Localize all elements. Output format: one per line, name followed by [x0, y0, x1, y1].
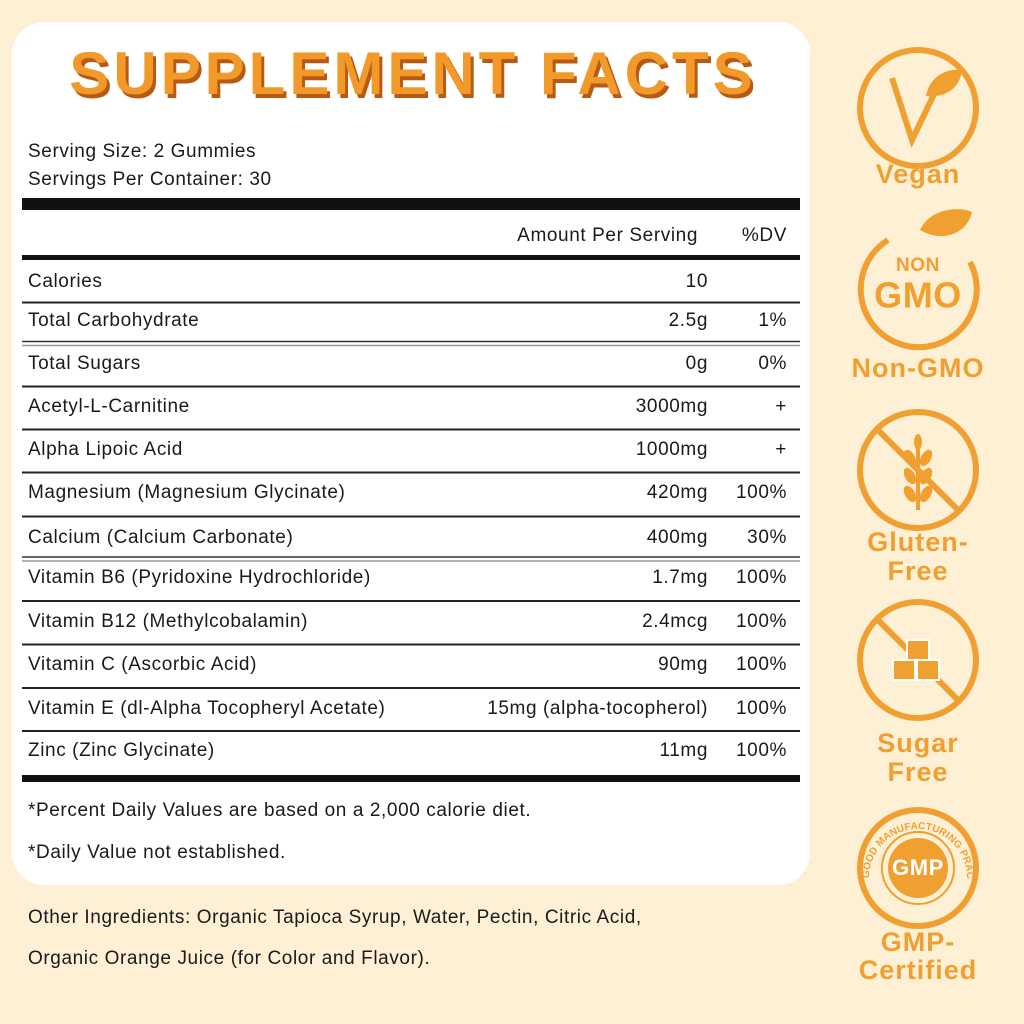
- amount: 400mg: [647, 527, 708, 548]
- nutrient-name: Acetyl-L-Carnitine: [28, 396, 190, 417]
- badge-label: Sugar: [877, 728, 959, 758]
- daily-value: +: [775, 396, 787, 417]
- amount-header: Amount Per Serving: [517, 225, 698, 246]
- daily-value: 100%: [736, 482, 787, 503]
- gluten-free-icon: [857, 409, 979, 531]
- amount: 2.5g: [669, 310, 708, 331]
- daily-value: 100%: [736, 611, 787, 632]
- badge-label: Free: [887, 556, 948, 586]
- vegan-icon: [857, 47, 979, 169]
- nutrient-name: Calories: [28, 271, 103, 292]
- daily-value: 100%: [736, 654, 787, 675]
- other-ingredients: Other Ingredients: Organic Tapioca Syrup…: [28, 907, 642, 928]
- badge-label: GMP-: [881, 927, 956, 957]
- nutrient-name: Vitamin C (Ascorbic Acid): [28, 654, 257, 675]
- footnote: *Daily Value not established.: [28, 842, 286, 863]
- daily-value: 100%: [736, 567, 787, 588]
- badge-label: Vegan: [876, 159, 961, 189]
- non-gmo-icon: NON GMO: [857, 209, 980, 351]
- servings-per-container: Servings Per Container: 30: [28, 169, 272, 190]
- amount: 0g: [686, 353, 708, 374]
- amount: 10: [686, 271, 708, 292]
- daily-value: +: [775, 439, 787, 460]
- amount: 11mg: [659, 740, 708, 761]
- daily-value: 30%: [747, 527, 787, 548]
- badge-label: Certified: [859, 955, 978, 985]
- badge-icon-text: NON: [896, 255, 940, 276]
- dv-header: %DV: [742, 225, 787, 246]
- amount: 3000mg: [636, 396, 708, 417]
- nutrient-name: Total Carbohydrate: [28, 310, 199, 331]
- sugar-free-icon: [857, 599, 979, 721]
- title: SUPPLEMENT FACTS: [69, 40, 756, 107]
- daily-value: 0%: [758, 353, 787, 374]
- nutrient-name: Calcium (Calcium Carbonate): [28, 527, 293, 548]
- amount: 1000mg: [636, 439, 708, 460]
- badge-icon-text: GMP: [892, 855, 944, 880]
- nutrient-name: Zinc (Zinc Glycinate): [28, 740, 215, 761]
- nutrient-name: Magnesium (Magnesium Glycinate): [28, 482, 345, 503]
- rule: [22, 255, 800, 260]
- amount: 2.4mcg: [642, 611, 708, 632]
- nutrient-name: Total Sugars: [28, 353, 141, 374]
- thick-rule: [22, 198, 800, 210]
- serving-size: Serving Size: 2 Gummies: [28, 141, 256, 162]
- amount: 90mg: [658, 654, 708, 675]
- badge-label: Free: [887, 757, 948, 787]
- facts-card: [12, 22, 810, 885]
- badge-icon-text: GMO: [874, 275, 962, 316]
- daily-value: 100%: [736, 740, 787, 761]
- footnote: *Percent Daily Values are based on a 2,0…: [28, 800, 531, 821]
- thick-rule: [22, 775, 800, 782]
- nutrient-name: Alpha Lipoic Acid: [28, 439, 183, 460]
- other-ingredients: Organic Orange Juice (for Color and Flav…: [28, 948, 430, 969]
- badge-label: Gluten-: [867, 527, 969, 557]
- nutrient-name: Vitamin E (dl-Alpha Tocopheryl Acetate): [28, 698, 386, 719]
- daily-value: 1%: [758, 310, 787, 331]
- nutrient-name: Vitamin B12 (Methylcobalamin): [28, 611, 308, 632]
- amount: 15mg (alpha-tocopherol): [487, 698, 708, 719]
- amount: 1.7mg: [652, 567, 708, 588]
- nutrient-name: Vitamin B6 (Pyridoxine Hydrochloride): [28, 567, 371, 588]
- daily-value: 100%: [736, 698, 787, 719]
- title-shadow: SUPPLEMENT FACTS: [72, 44, 759, 111]
- amount: 420mg: [647, 482, 708, 503]
- badge-label: Non-GMO: [852, 353, 985, 383]
